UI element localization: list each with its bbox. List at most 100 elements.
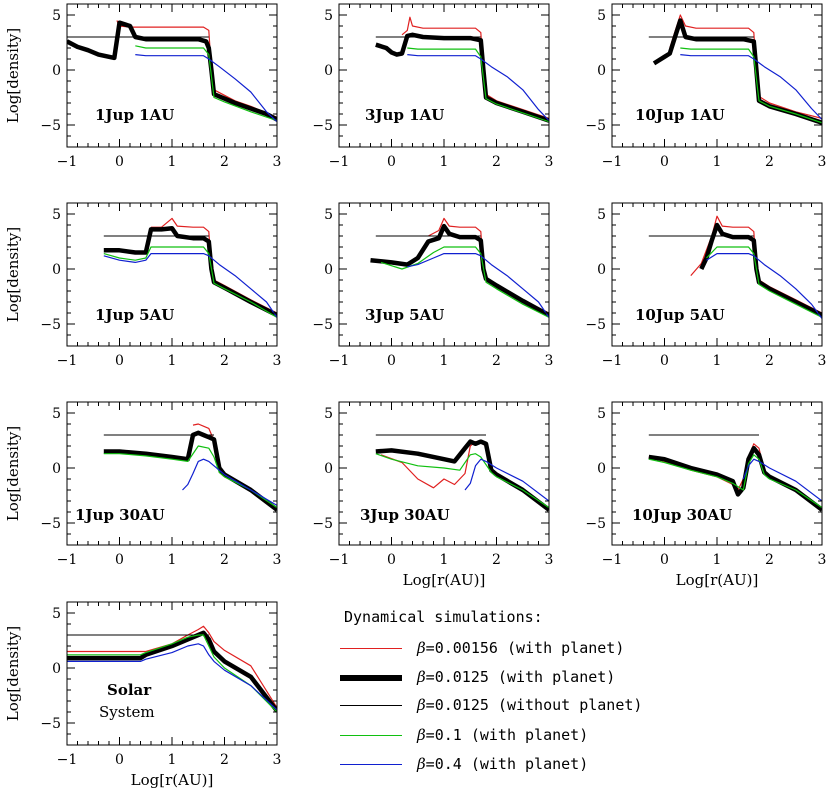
legend-text-2: β=0.0125 (with planet) <box>417 668 616 686</box>
series-beta-0-1 <box>135 45 277 122</box>
y-tick-label: −5 <box>40 118 61 134</box>
legend-swatch-4 <box>340 735 402 736</box>
series-beta-0-4 <box>182 458 277 506</box>
x-tick-label: 1 <box>168 353 177 369</box>
x-tick-label: 2 <box>492 154 501 170</box>
series-beta-0-1 <box>103 246 277 318</box>
panel-label: 1Jup 1AU <box>95 106 174 124</box>
y-tick-label: 0 <box>324 461 333 477</box>
y-axis-label: Log[density] <box>4 426 22 521</box>
x-tick-label: 1 <box>713 353 722 369</box>
series-beta-0-1 <box>706 246 822 318</box>
legend-text-5: β=0.4 (with planet) <box>417 755 589 773</box>
plot-frame <box>66 202 278 347</box>
x-tick-label: 3 <box>273 353 282 369</box>
legend-title: Dynamical simulations: <box>344 608 543 626</box>
series-beta-0-00156 <box>151 217 277 314</box>
series-beta-0-0125 <box>370 223 549 318</box>
panel-7: −1 0 1 2 3 −5 0 5 Log[density] 1Jup 30AU <box>4 401 281 568</box>
x-tick-label: 1 <box>713 552 722 568</box>
series-beta-0-0125 <box>67 20 277 122</box>
panel-10: −1 0 1 2 3 −5 0 5 Log[density] Log[r(AU)] Solar Sys… <box>4 601 281 789</box>
series-beta-0-0125 <box>103 430 277 512</box>
x-tick-label: −1 <box>57 752 78 768</box>
legend-entry-1: β=0.00156 (with planet) <box>330 639 825 659</box>
y-tick-label: −5 <box>312 516 333 532</box>
x-tick-label: 3 <box>545 552 554 568</box>
x-tick-label: 3 <box>818 154 827 170</box>
series-group <box>375 434 549 512</box>
legend-entry-4: β=0.1 (with planet) <box>330 726 825 746</box>
legend-swatch-3 <box>340 705 402 706</box>
y-tick-label: −5 <box>585 317 606 333</box>
panel-6: −1 0 1 2 3 −5 0 5 10Jup 5AU <box>585 202 827 369</box>
y-tick-label: −5 <box>40 317 61 333</box>
y-tick-label: −5 <box>312 317 333 333</box>
y-tick-label: −5 <box>585 118 606 134</box>
y-tick-label: 0 <box>324 63 333 79</box>
plot-frame <box>338 3 550 148</box>
series-beta-0-0125 <box>103 226 277 318</box>
series-beta-0-4 <box>407 253 549 318</box>
y-tick-label: 0 <box>52 661 61 677</box>
x-tick-label: 3 <box>545 154 554 170</box>
x-axis-label: Log[r(AU)] <box>676 571 759 589</box>
series-beta-0-00156 <box>401 16 549 119</box>
series-beta-0-4 <box>103 253 277 318</box>
y-tick-label: 0 <box>597 262 606 278</box>
x-tick-label: 0 <box>660 353 669 369</box>
series-beta-0-0125 <box>375 439 549 512</box>
x-tick-label: −1 <box>602 154 623 170</box>
series-group <box>103 423 277 512</box>
series-group <box>67 625 277 713</box>
x-tick-label: −1 <box>57 552 78 568</box>
x-tick-label: 3 <box>818 353 827 369</box>
panel-9: −1 0 1 2 3 −5 0 5 Log[r(AU)] 10Jup 30AU <box>585 401 826 589</box>
x-tick-label: 0 <box>115 552 124 568</box>
legend-swatch-1 <box>340 648 402 649</box>
x-tick-label: 0 <box>387 154 396 170</box>
series-beta-0-1 <box>103 445 277 509</box>
legend-entry-5: β=0.4 (with planet) <box>330 755 825 775</box>
x-tick-label: 2 <box>492 353 501 369</box>
y-tick-label: 5 <box>597 207 606 223</box>
panel-label: 10Jup 30AU <box>632 506 732 524</box>
x-tick-label: 1 <box>168 154 177 170</box>
y-tick-label: 0 <box>597 461 606 477</box>
legend-swatch-2 <box>340 675 402 681</box>
y-tick-label: 5 <box>52 606 61 622</box>
plot-frame <box>611 3 823 148</box>
series-group <box>103 217 277 318</box>
x-tick-label: 1 <box>168 552 177 568</box>
y-axis-label: Log[density] <box>4 626 22 721</box>
x-axis-label: Log[r(AU)] <box>403 571 486 589</box>
y-tick-label: 5 <box>324 8 333 24</box>
legend-text-3: β=0.0125 (without planet) <box>417 696 643 714</box>
y-tick-label: −5 <box>585 516 606 532</box>
x-tick-label: 2 <box>492 552 501 568</box>
series-group <box>370 217 549 318</box>
legend-text-1: β=0.00156 (with planet) <box>417 639 625 657</box>
x-tick-label: −1 <box>602 552 623 568</box>
x-tick-label: 2 <box>220 353 229 369</box>
x-tick-label: 2 <box>765 552 774 568</box>
x-tick-label: 1 <box>440 154 449 170</box>
x-tick-label: 3 <box>273 154 282 170</box>
plot-frame <box>66 3 278 148</box>
x-tick-label: 2 <box>220 552 229 568</box>
series-group <box>648 434 822 512</box>
y-tick-label: 5 <box>52 8 61 24</box>
y-tick-label: −5 <box>40 516 61 532</box>
x-tick-label: 0 <box>387 552 396 568</box>
y-tick-label: 0 <box>52 63 61 79</box>
y-tick-label: 5 <box>52 207 61 223</box>
x-tick-label: 2 <box>765 353 774 369</box>
series-beta-0-1 <box>680 47 822 124</box>
series-beta-0-00156 <box>67 625 277 708</box>
x-tick-label: 3 <box>545 353 554 369</box>
legend: Dynamical simulations: β=0.00156 (with p… <box>330 606 825 796</box>
x-tick-label: −1 <box>329 154 350 170</box>
y-axis-label: Log[density] <box>4 28 22 123</box>
y-tick-label: −5 <box>312 118 333 134</box>
